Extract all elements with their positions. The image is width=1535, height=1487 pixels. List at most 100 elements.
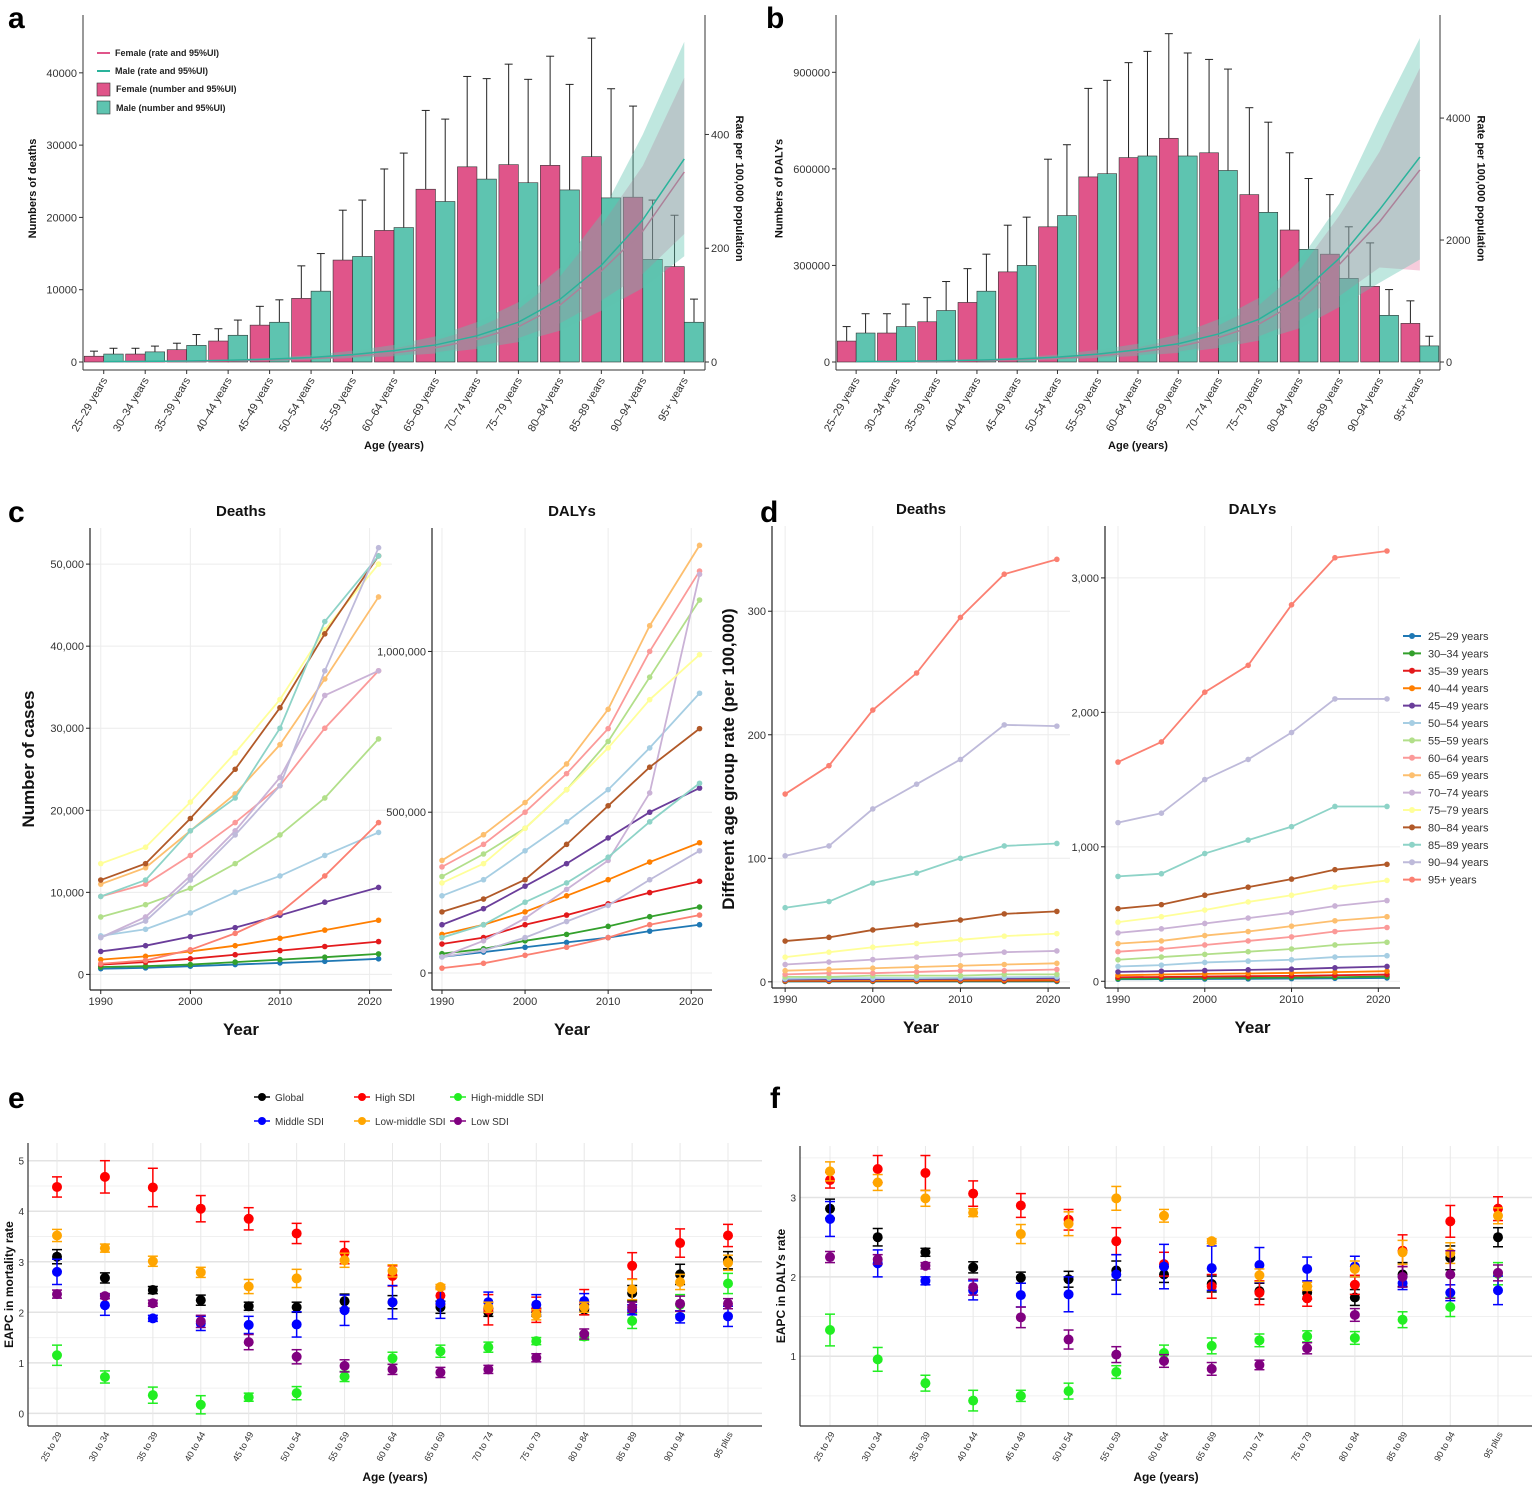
y-tick-label: 3,000 <box>1071 573 1099 585</box>
series-point <box>142 844 149 851</box>
series-point <box>522 809 528 816</box>
series-point <box>1288 823 1295 830</box>
series-point <box>1332 928 1338 935</box>
y2-axis-title: Rate per 100,000 population <box>733 115 745 261</box>
series-point <box>957 937 964 943</box>
data-point <box>1397 1314 1408 1325</box>
series-point <box>232 860 238 867</box>
y-tick-label: 1 <box>790 1352 796 1363</box>
female-bar <box>957 302 978 363</box>
legend-marker <box>258 1117 266 1125</box>
data-point <box>872 1177 883 1188</box>
series-point <box>97 948 104 955</box>
x-axis-title: Age (years) <box>1108 440 1168 452</box>
y-tick-label: 1,000 <box>1071 842 1099 854</box>
legend-marker <box>1409 633 1415 639</box>
series-point <box>375 917 382 924</box>
male-bar <box>896 326 916 363</box>
series-point <box>1054 971 1060 978</box>
series-point <box>1245 958 1251 964</box>
x-axis-title: Year <box>223 1020 259 1039</box>
series-point <box>187 815 194 822</box>
x-tick-label: 90–94 years <box>609 375 650 434</box>
series-point <box>277 741 283 748</box>
legend-female-swatch <box>96 82 111 97</box>
y-tick-label: 50,000 <box>50 559 84 571</box>
legend-marker <box>1409 737 1415 744</box>
series-point <box>782 961 788 968</box>
series-point <box>696 921 703 928</box>
series-point <box>321 943 328 950</box>
series-point <box>232 819 238 826</box>
series-point <box>563 939 570 946</box>
series-point <box>277 947 283 954</box>
data-point <box>1063 1334 1074 1345</box>
series-point <box>1115 948 1121 955</box>
series-point <box>696 847 703 854</box>
x-tick-label: 65–69 years <box>1144 375 1185 434</box>
series-point <box>696 725 703 732</box>
x-tick-label: 35 to 39 <box>135 1430 160 1463</box>
data-point <box>1445 1302 1456 1313</box>
series-point <box>696 597 703 603</box>
female-bar <box>1118 157 1139 363</box>
data-point <box>483 1364 494 1375</box>
series-point <box>439 941 445 947</box>
series-point <box>480 905 487 912</box>
x-tick-label: 70 to 74 <box>1241 1430 1266 1463</box>
data-point <box>872 1164 883 1175</box>
series-point <box>1245 837 1251 843</box>
data-point <box>1349 1309 1360 1320</box>
series-point <box>277 782 283 789</box>
data-point <box>531 1352 542 1363</box>
series-point <box>696 780 703 787</box>
data-point <box>872 1354 883 1365</box>
data-point <box>52 1181 62 1192</box>
series-point <box>1245 899 1251 905</box>
legend-male-swatch <box>96 100 111 115</box>
y-tick-label: 0 <box>18 1409 24 1420</box>
data-point <box>1111 1193 1122 1204</box>
series-point <box>782 938 788 944</box>
series-point <box>187 873 194 879</box>
series-point <box>1288 729 1295 736</box>
data-point <box>1397 1247 1408 1258</box>
panel-letter: c <box>8 496 25 529</box>
y-axis-title: Different age group rate (per 100,000) <box>719 608 738 909</box>
series-point <box>480 841 487 848</box>
x-tick-label: 75 to 79 <box>518 1430 543 1463</box>
series-point <box>646 809 653 816</box>
series-point <box>957 962 964 969</box>
y2-tick-label: 0 <box>1446 357 1452 369</box>
series-point <box>1054 723 1060 729</box>
series-point <box>1054 840 1060 847</box>
series-point <box>1201 907 1208 913</box>
series-point <box>563 786 570 793</box>
y2-tick-label: 2000 <box>1446 235 1470 247</box>
data-point <box>1254 1259 1265 1270</box>
series-point <box>375 956 382 962</box>
y-tick-label: 0 <box>1093 976 1099 988</box>
data-point <box>243 1392 254 1403</box>
data-point <box>968 1282 979 1293</box>
series-point <box>782 853 788 859</box>
panel-letter: d <box>760 496 778 529</box>
female-bar <box>1078 176 1099 363</box>
data-point <box>723 1257 733 1268</box>
series-point <box>646 745 653 751</box>
series-line <box>441 923 700 958</box>
data-point <box>920 1193 931 1204</box>
data-point <box>675 1238 686 1249</box>
female-bar <box>836 340 857 363</box>
data-point <box>1063 1289 1074 1300</box>
x-tick-label: 75 to 79 <box>1289 1430 1314 1463</box>
series-point <box>232 942 238 949</box>
series-point <box>1115 873 1121 880</box>
series-point <box>232 924 238 931</box>
data-point <box>1493 1210 1503 1221</box>
series-point <box>97 860 104 867</box>
series-point <box>696 839 703 846</box>
x-tick-label: 30–34 years <box>862 375 903 434</box>
data-point <box>243 1281 254 1292</box>
series-line <box>100 596 380 885</box>
